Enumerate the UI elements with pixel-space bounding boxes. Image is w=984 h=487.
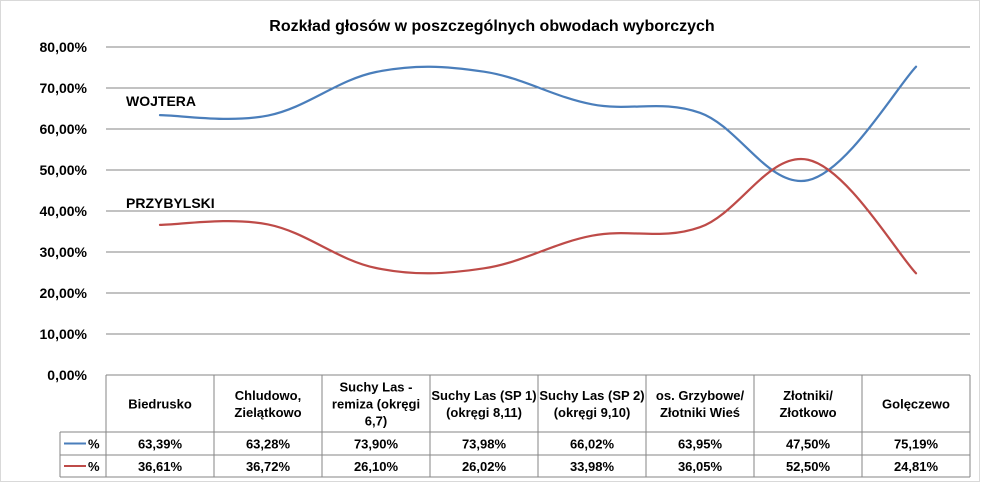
table-value-label: 36,72% (246, 459, 291, 474)
chart-title: Rozkład głosów w poszczególnych obwodach… (269, 18, 714, 35)
y-tick-label: 40,00% (40, 203, 88, 219)
table-value-label: 52,50% (786, 459, 831, 474)
y-tick-label: 30,00% (40, 244, 88, 260)
x-category-label: Złotniki/Złotkowo (779, 388, 836, 420)
x-category-label: Suchy Las -remiza (okręgi 6,7) (332, 380, 420, 429)
table-value-label: 73,98% (462, 437, 507, 452)
y-tick-label: 60,00% (40, 121, 88, 137)
y-tick-label: 50,00% (40, 162, 88, 178)
x-category-label: Biedrusko (128, 397, 192, 412)
legend-label: % (88, 459, 100, 474)
series-line-przybylski (158, 157, 918, 275)
table-value-label: 26,02% (462, 459, 507, 474)
table-value-label: 24,81% (894, 459, 939, 474)
table-value-label: 36,61% (138, 459, 183, 474)
x-category-label: os. Grzybowe/Złotniki Wieś (656, 388, 745, 420)
table-value-label: 66,02% (570, 437, 615, 452)
y-tick-label: 0,00% (47, 367, 87, 383)
table-value-label: 36,05% (678, 459, 723, 474)
series-line-wojtera (158, 65, 918, 183)
table-value-label: 63,95% (678, 437, 723, 452)
series-label-wojtera: WOJTERA (126, 93, 196, 109)
legend-label: % (88, 437, 100, 452)
x-category-label: Chludowo, Zielątkowo (234, 388, 301, 420)
table-value-label: 75,19% (894, 437, 939, 452)
table-value-label: 63,39% (138, 437, 183, 452)
y-tick-label: 70,00% (40, 80, 88, 96)
y-tick-label: 20,00% (40, 285, 88, 301)
table-value-label: 73,90% (354, 437, 399, 452)
table-value-label: 47,50% (786, 437, 831, 452)
x-category-label: Suchy Las (SP 2) (okręgi 9,10) (539, 388, 644, 420)
y-tick-label: 10,00% (40, 326, 88, 342)
table-value-label: 33,98% (570, 459, 615, 474)
table-value-label: 63,28% (246, 437, 291, 452)
y-tick-label: 80,00% (40, 39, 88, 55)
series-label-przybylski: PRZYBYLSKI (126, 195, 215, 211)
x-category-label: Golęczewo (882, 397, 950, 412)
x-category-label: Suchy Las (SP 1) (okręgi 8,11) (431, 388, 536, 420)
table-value-label: 26,10% (354, 459, 399, 474)
